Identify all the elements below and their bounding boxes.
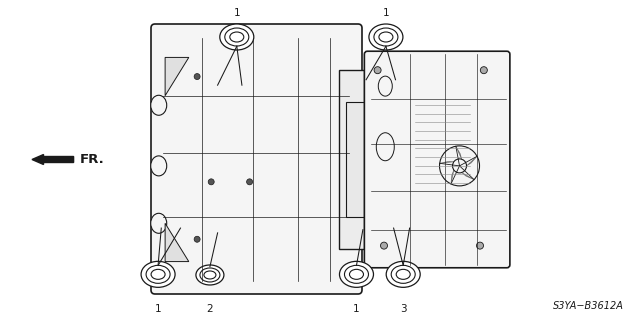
Polygon shape	[456, 146, 461, 159]
Circle shape	[246, 179, 253, 185]
Ellipse shape	[151, 95, 166, 115]
Bar	[346, 102, 371, 217]
Polygon shape	[451, 170, 454, 184]
Text: 3: 3	[400, 304, 406, 315]
Text: 1: 1	[383, 8, 389, 18]
FancyBboxPatch shape	[151, 24, 362, 294]
Ellipse shape	[146, 265, 170, 283]
Ellipse shape	[386, 261, 420, 287]
Circle shape	[194, 236, 200, 242]
Polygon shape	[461, 173, 474, 180]
Text: 1: 1	[155, 304, 161, 315]
Circle shape	[194, 74, 200, 79]
Ellipse shape	[396, 269, 410, 279]
FancyBboxPatch shape	[364, 51, 510, 268]
Text: FR.: FR.	[80, 153, 105, 166]
Text: S3YA−B3612A: S3YA−B3612A	[553, 301, 624, 311]
Polygon shape	[467, 156, 477, 166]
Ellipse shape	[204, 271, 216, 279]
Circle shape	[374, 67, 381, 74]
Ellipse shape	[374, 28, 398, 46]
Ellipse shape	[151, 156, 166, 176]
Bar	[339, 70, 371, 249]
Ellipse shape	[151, 269, 165, 279]
Ellipse shape	[391, 265, 415, 283]
Ellipse shape	[225, 28, 249, 46]
Circle shape	[477, 242, 483, 249]
Ellipse shape	[220, 24, 254, 50]
Ellipse shape	[200, 268, 220, 282]
Ellipse shape	[339, 261, 374, 287]
FancyArrow shape	[32, 154, 74, 165]
Ellipse shape	[151, 213, 166, 233]
Ellipse shape	[369, 24, 403, 50]
Ellipse shape	[344, 265, 369, 283]
Text: 1: 1	[234, 8, 240, 18]
Polygon shape	[165, 223, 189, 262]
Ellipse shape	[349, 269, 364, 279]
Polygon shape	[440, 161, 454, 163]
Text: 1: 1	[353, 304, 360, 315]
Text: 2: 2	[207, 304, 213, 315]
Ellipse shape	[379, 32, 393, 42]
Polygon shape	[165, 57, 189, 96]
Ellipse shape	[141, 261, 175, 287]
Ellipse shape	[230, 32, 244, 42]
Circle shape	[208, 179, 214, 185]
Circle shape	[381, 242, 387, 249]
Ellipse shape	[196, 265, 224, 285]
Circle shape	[481, 67, 487, 74]
